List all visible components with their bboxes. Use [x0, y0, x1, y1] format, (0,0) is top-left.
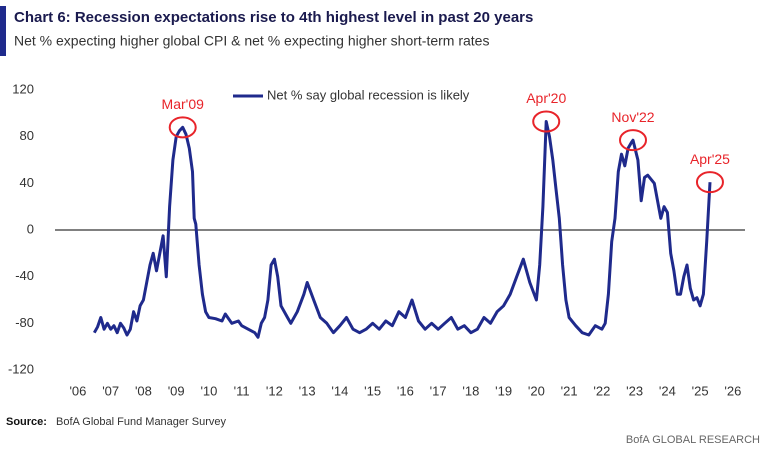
- y-tick-label: -120: [8, 361, 34, 376]
- y-tick-label: 80: [20, 128, 34, 143]
- x-tick-label: '23: [626, 383, 643, 398]
- x-tick-label: '24: [659, 383, 676, 398]
- x-tick-label: '10: [200, 383, 217, 398]
- x-tick-label: '08: [135, 383, 152, 398]
- x-tick-label: '12: [266, 383, 283, 398]
- y-tick-label: -80: [15, 315, 34, 330]
- x-tick-label: '18: [462, 383, 479, 398]
- footer: BofA GLOBAL RESEARCH: [626, 434, 760, 446]
- series-line: [92, 120, 712, 339]
- x-tick-label: '07: [102, 383, 119, 398]
- source: BofA Global Fund Manager Survey: [56, 416, 226, 428]
- x-tick-label: '09: [168, 383, 185, 398]
- annotation-label: Apr'25: [690, 151, 730, 167]
- x-tick-label: '20: [528, 383, 545, 398]
- annotation-circle: [168, 116, 197, 139]
- x-tick-label: '22: [593, 383, 610, 398]
- y-tick-label: 40: [20, 175, 34, 190]
- annotation-circle: [695, 171, 724, 194]
- chart-subtitle: Net % expecting higher global CPI & net …: [14, 33, 489, 49]
- x-tick-label: '14: [331, 383, 348, 398]
- x-tick-label: '19: [495, 383, 512, 398]
- x-tick-label: '15: [364, 383, 381, 398]
- x-tick-label: '13: [299, 383, 316, 398]
- annotation-circle: [532, 110, 561, 133]
- annotation-label: Nov'22: [611, 109, 654, 125]
- x-tick-label: '11: [234, 383, 250, 398]
- x-tick-label: '21: [561, 383, 578, 398]
- title-accent: [0, 6, 6, 56]
- y-tick-label: 120: [12, 81, 34, 96]
- source-label: Source:: [6, 416, 47, 428]
- x-tick-label: '17: [430, 383, 447, 398]
- y-tick-label: 0: [27, 221, 34, 236]
- annotation-label: Mar'09: [162, 96, 205, 112]
- x-tick-label: '16: [397, 383, 414, 398]
- annotation-circle: [619, 129, 648, 152]
- x-tick-label: '26: [724, 383, 741, 398]
- y-tick-label: -40: [15, 268, 34, 283]
- legend-label: Net % say global recession is likely: [267, 87, 470, 102]
- chart-title: Chart 6: Recession expectations rise to …: [14, 9, 533, 26]
- annotation-label: Apr'20: [526, 90, 566, 106]
- x-tick-label: '25: [692, 383, 709, 398]
- x-tick-label: '06: [69, 383, 86, 398]
